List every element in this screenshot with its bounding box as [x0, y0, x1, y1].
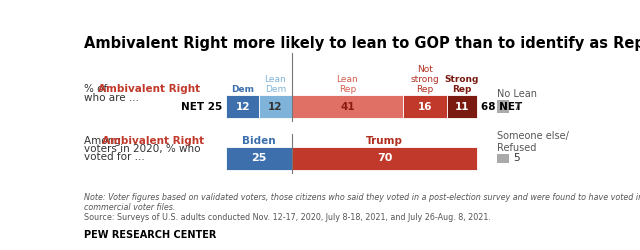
Text: NET 25: NET 25: [181, 102, 222, 112]
Bar: [403, 96, 447, 118]
Text: voters in 2020, % who: voters in 2020, % who: [84, 144, 200, 154]
Text: Lean
Dem: Lean Dem: [264, 76, 286, 94]
Text: Ambivalent Right more likely to lean to GOP than to identify as Republican: Ambivalent Right more likely to lean to …: [84, 36, 640, 51]
Text: voted for ...: voted for ...: [84, 152, 145, 162]
Text: Strong
Rep: Strong Rep: [445, 76, 479, 94]
Text: 68 NET: 68 NET: [481, 102, 522, 112]
Text: 7: 7: [513, 102, 520, 112]
Text: Source: Surveys of U.S. adults conducted Nov. 12-17, 2020, July 8-18, 2021, and : Source: Surveys of U.S. adults conducted…: [84, 213, 491, 222]
Bar: [292, 96, 403, 118]
Text: 12: 12: [268, 102, 283, 112]
Bar: [227, 148, 292, 170]
Text: 11: 11: [454, 102, 469, 112]
Text: who are ...: who are ...: [84, 93, 139, 103]
Bar: [447, 96, 477, 118]
Text: Among: Among: [84, 136, 124, 145]
Text: 25: 25: [252, 154, 267, 164]
Text: % of: % of: [84, 84, 111, 94]
Text: 41: 41: [340, 102, 355, 112]
Bar: [227, 96, 259, 118]
Text: No Lean: No Lean: [497, 88, 536, 99]
Text: 5: 5: [513, 154, 520, 164]
Text: Trump: Trump: [366, 136, 403, 146]
Text: Ambivalent Right: Ambivalent Right: [102, 136, 204, 145]
Text: Not
strong
Rep: Not strong Rep: [411, 66, 440, 94]
Text: Biden: Biden: [243, 136, 276, 146]
Text: Dem: Dem: [231, 86, 254, 94]
Bar: [292, 148, 477, 170]
Text: 70: 70: [377, 154, 392, 164]
Text: Someone else/
Refused: Someone else/ Refused: [497, 131, 568, 153]
Text: 16: 16: [418, 102, 433, 112]
Bar: [259, 96, 292, 118]
Text: Ambivalent Right: Ambivalent Right: [98, 84, 200, 94]
Text: PEW RESEARCH CENTER: PEW RESEARCH CENTER: [84, 230, 216, 240]
Text: Note: Voter figures based on validated voters, those citizens who said they vote: Note: Voter figures based on validated v…: [84, 193, 640, 202]
Text: commercial voter files.: commercial voter files.: [84, 203, 175, 212]
Bar: [497, 100, 509, 112]
Text: 12: 12: [236, 102, 250, 112]
Bar: [497, 154, 509, 163]
Text: Lean
Rep: Lean Rep: [337, 76, 358, 94]
